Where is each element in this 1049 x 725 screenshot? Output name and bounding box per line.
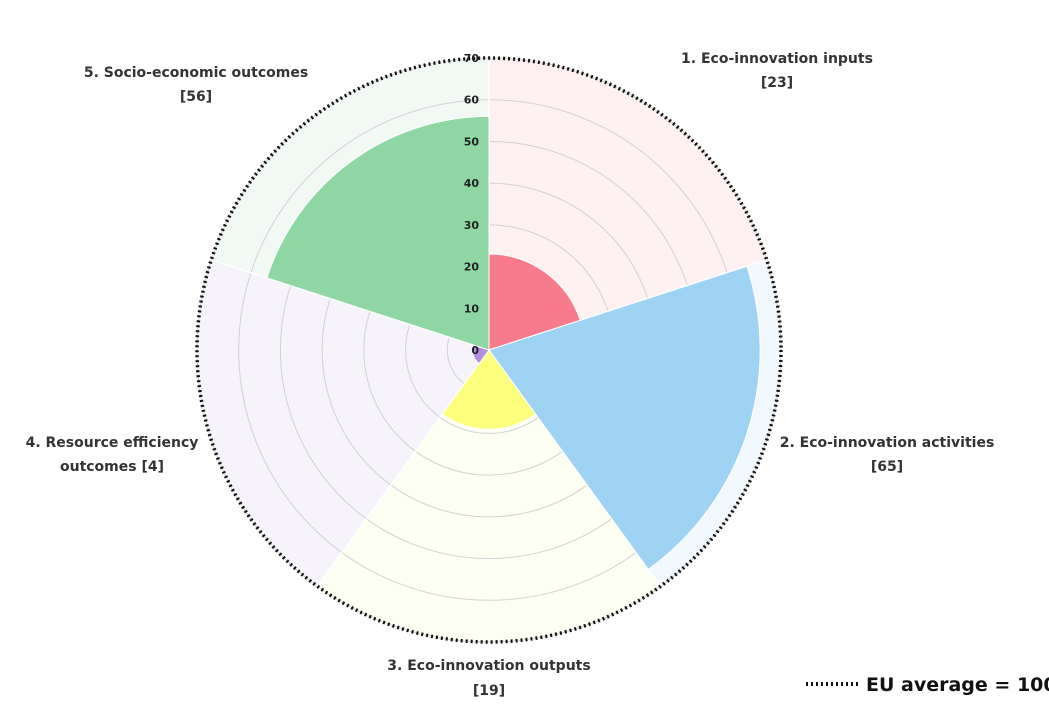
segment-value-wedge-5 [266, 115, 490, 351]
segment-value-label-5: [56] [180, 89, 212, 105]
segment-label-4-line1: 4. Resource efficiency [26, 435, 199, 451]
legend-label: EU average = 100 [866, 674, 1049, 696]
segment-label-3: 3. Eco-innovation outputs [387, 658, 590, 674]
eu-average-ring [195, 56, 783, 644]
radial-tick-labels: 0 10 20 30 40 50 60 70 [464, 52, 480, 357]
segment-value-label-1: [23] [761, 75, 793, 91]
segment-value-wedge-3 [441, 349, 537, 430]
segment-label-5: 5. Socio-economic outcomes [84, 65, 308, 81]
radial-tick-label: 70 [464, 52, 480, 65]
segment-label-2: 2. Eco-innovation activities [780, 435, 995, 451]
segment-label-1: 1. Eco-innovation inputs [681, 51, 873, 67]
segment-value-label-2: [65] [871, 459, 903, 475]
eu-average-reference [195, 56, 783, 644]
segment-label-4-line2: outcomes [4] [60, 459, 164, 475]
radial-tick-label: 30 [464, 219, 480, 232]
segment-values [266, 115, 761, 571]
radial-tick-label: 10 [464, 302, 480, 315]
segment-value-label-3: [19] [473, 683, 505, 699]
radial-tick-label: 0 [471, 344, 479, 357]
radial-tick-label: 20 [464, 261, 480, 274]
segment-value-wedge-2 [488, 265, 761, 571]
radial-tick-label: 40 [464, 177, 480, 190]
segment-value-wedge-1 [488, 253, 581, 351]
radial-tick-label: 60 [464, 94, 480, 107]
radial-tick-label: 50 [464, 135, 480, 148]
